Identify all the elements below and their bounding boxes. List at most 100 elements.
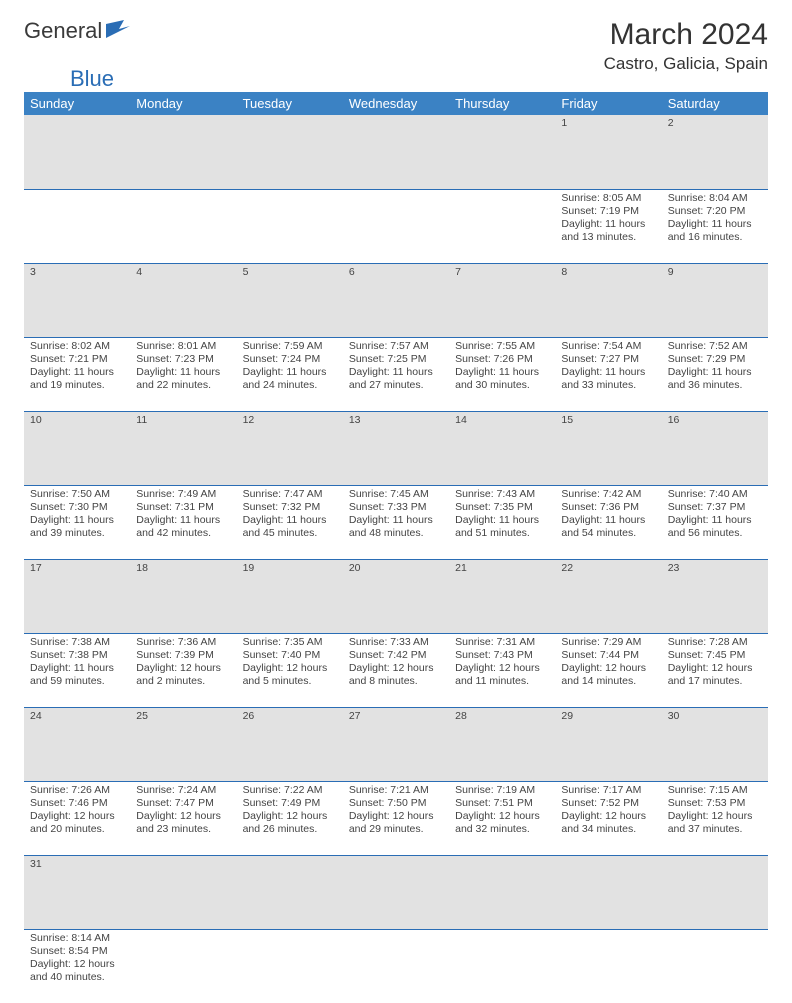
day1-text: Daylight: 12 hours [243, 662, 337, 675]
day2-text: and 45 minutes. [243, 527, 337, 540]
calendar-table: SundayMondayTuesdayWednesdayThursdayFrid… [24, 92, 768, 1003]
day-header: Saturday [662, 92, 768, 115]
sunset-text: Sunset: 7:24 PM [243, 353, 337, 366]
sunrise-text: Sunrise: 8:14 AM [30, 932, 124, 945]
day-cell: Sunrise: 7:54 AMSunset: 7:27 PMDaylight:… [555, 337, 661, 411]
day-number [343, 855, 449, 929]
sunset-text: Sunset: 8:54 PM [30, 945, 124, 958]
day2-text: and 8 minutes. [349, 675, 443, 688]
sunrise-text: Sunrise: 8:05 AM [561, 192, 655, 205]
day-cell: Sunrise: 7:49 AMSunset: 7:31 PMDaylight:… [130, 485, 236, 559]
day2-text: and 2 minutes. [136, 675, 230, 688]
day1-text: Daylight: 12 hours [136, 810, 230, 823]
day-number: 3 [24, 263, 130, 337]
day-cell [237, 929, 343, 1003]
sunrise-text: Sunrise: 7:43 AM [455, 488, 549, 501]
sunrise-text: Sunrise: 7:57 AM [349, 340, 443, 353]
logo-text-general: General [24, 18, 102, 44]
day1-text: Daylight: 12 hours [455, 810, 549, 823]
day2-text: and 16 minutes. [668, 231, 762, 244]
day1-text: Daylight: 11 hours [349, 366, 443, 379]
day-cell: Sunrise: 8:14 AMSunset: 8:54 PMDaylight:… [24, 929, 130, 1003]
day-header: Monday [130, 92, 236, 115]
sunset-text: Sunset: 7:31 PM [136, 501, 230, 514]
day2-text: and 51 minutes. [455, 527, 549, 540]
sunset-text: Sunset: 7:47 PM [136, 797, 230, 810]
day-number [449, 115, 555, 189]
day-cell: Sunrise: 7:47 AMSunset: 7:32 PMDaylight:… [237, 485, 343, 559]
day2-text: and 13 minutes. [561, 231, 655, 244]
day2-text: and 24 minutes. [243, 379, 337, 392]
day1-text: Daylight: 11 hours [561, 218, 655, 231]
sunrise-text: Sunrise: 7:40 AM [668, 488, 762, 501]
day1-text: Daylight: 11 hours [136, 514, 230, 527]
day-cell [662, 929, 768, 1003]
daynum-row: 17181920212223 [24, 559, 768, 633]
sunset-text: Sunset: 7:50 PM [349, 797, 443, 810]
day-cell: Sunrise: 7:24 AMSunset: 7:47 PMDaylight:… [130, 781, 236, 855]
day-number [130, 855, 236, 929]
day1-text: Daylight: 11 hours [136, 366, 230, 379]
day1-text: Daylight: 12 hours [561, 810, 655, 823]
week-row: Sunrise: 8:02 AMSunset: 7:21 PMDaylight:… [24, 337, 768, 411]
day-cell [24, 189, 130, 263]
day1-text: Daylight: 11 hours [349, 514, 443, 527]
sunrise-text: Sunrise: 7:36 AM [136, 636, 230, 649]
sunset-text: Sunset: 7:49 PM [243, 797, 337, 810]
sunrise-text: Sunrise: 7:35 AM [243, 636, 337, 649]
sunset-text: Sunset: 7:35 PM [455, 501, 549, 514]
day-cell: Sunrise: 7:55 AMSunset: 7:26 PMDaylight:… [449, 337, 555, 411]
sunset-text: Sunset: 7:45 PM [668, 649, 762, 662]
logo-flag-icon [106, 18, 132, 44]
day2-text: and 56 minutes. [668, 527, 762, 540]
week-row: Sunrise: 7:26 AMSunset: 7:46 PMDaylight:… [24, 781, 768, 855]
day1-text: Daylight: 12 hours [243, 810, 337, 823]
day-cell: Sunrise: 7:15 AMSunset: 7:53 PMDaylight:… [662, 781, 768, 855]
day-number: 23 [662, 559, 768, 633]
sunrise-text: Sunrise: 7:52 AM [668, 340, 762, 353]
day-number: 21 [449, 559, 555, 633]
sunrise-text: Sunrise: 8:04 AM [668, 192, 762, 205]
day-cell: Sunrise: 8:01 AMSunset: 7:23 PMDaylight:… [130, 337, 236, 411]
sunset-text: Sunset: 7:20 PM [668, 205, 762, 218]
sunrise-text: Sunrise: 8:01 AM [136, 340, 230, 353]
daynum-row: 10111213141516 [24, 411, 768, 485]
sunset-text: Sunset: 7:46 PM [30, 797, 124, 810]
day2-text: and 20 minutes. [30, 823, 124, 836]
sunrise-text: Sunrise: 7:31 AM [455, 636, 549, 649]
sunset-text: Sunset: 7:38 PM [30, 649, 124, 662]
daynum-row: 24252627282930 [24, 707, 768, 781]
day-cell: Sunrise: 7:33 AMSunset: 7:42 PMDaylight:… [343, 633, 449, 707]
day-number [662, 855, 768, 929]
day-cell: Sunrise: 7:22 AMSunset: 7:49 PMDaylight:… [237, 781, 343, 855]
day-cell [130, 929, 236, 1003]
day-number [237, 855, 343, 929]
sunset-text: Sunset: 7:39 PM [136, 649, 230, 662]
day2-text: and 29 minutes. [349, 823, 443, 836]
day1-text: Daylight: 11 hours [243, 514, 337, 527]
day-number [24, 115, 130, 189]
day-cell: Sunrise: 7:17 AMSunset: 7:52 PMDaylight:… [555, 781, 661, 855]
day1-text: Daylight: 11 hours [30, 366, 124, 379]
sunset-text: Sunset: 7:21 PM [30, 353, 124, 366]
day-number: 26 [237, 707, 343, 781]
sunset-text: Sunset: 7:43 PM [455, 649, 549, 662]
sunrise-text: Sunrise: 7:55 AM [455, 340, 549, 353]
day-number: 15 [555, 411, 661, 485]
day-number: 10 [24, 411, 130, 485]
day-number [449, 855, 555, 929]
day-number: 12 [237, 411, 343, 485]
day-cell: Sunrise: 7:19 AMSunset: 7:51 PMDaylight:… [449, 781, 555, 855]
day-header: Sunday [24, 92, 130, 115]
day2-text: and 17 minutes. [668, 675, 762, 688]
sunrise-text: Sunrise: 7:17 AM [561, 784, 655, 797]
day2-text: and 36 minutes. [668, 379, 762, 392]
day2-text: and 33 minutes. [561, 379, 655, 392]
sunrise-text: Sunrise: 7:15 AM [668, 784, 762, 797]
day-header: Tuesday [237, 92, 343, 115]
day1-text: Daylight: 11 hours [243, 366, 337, 379]
day-header: Friday [555, 92, 661, 115]
day2-text: and 59 minutes. [30, 675, 124, 688]
day2-text: and 42 minutes. [136, 527, 230, 540]
day-cell: Sunrise: 8:05 AMSunset: 7:19 PMDaylight:… [555, 189, 661, 263]
